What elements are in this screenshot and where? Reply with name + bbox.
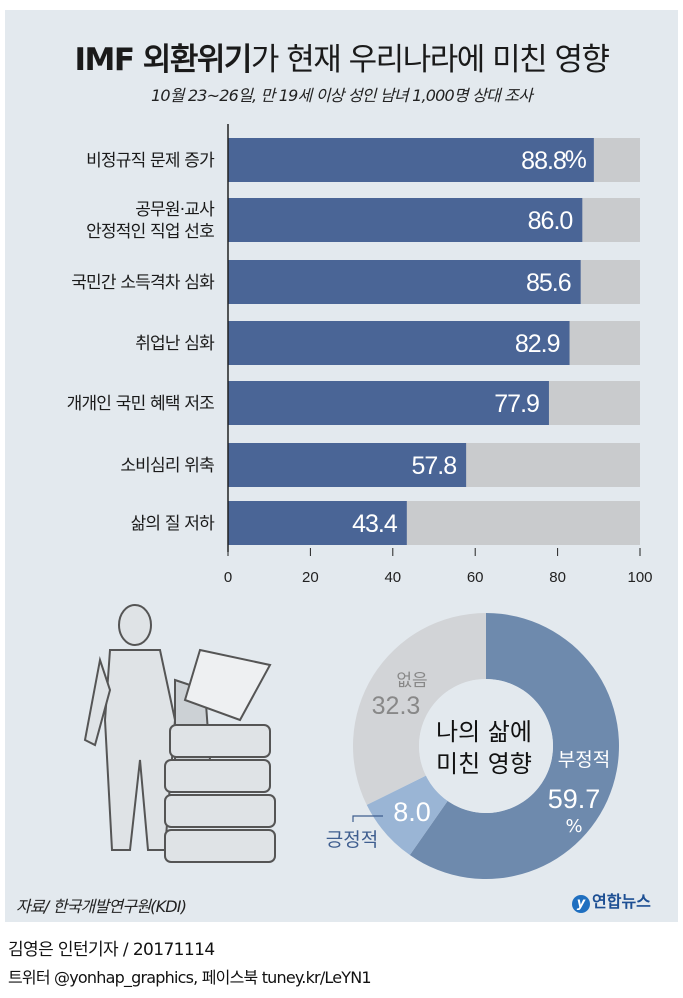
chart-subtitle: 10월 23~26일, 만 19세 이상 성인 남녀 1,000명 상대 조사 [150,86,533,105]
source-note: 자료/ 한국개발연구원(KDI) [16,897,187,916]
category-label: 소비심리 위축 [120,456,214,476]
title-rest: 가 현재 우리나라에 미친 영향 [250,42,610,78]
person-arm [83,656,112,747]
chart-title: IMF 외환위기가 현재 우리나라에 미친 영향 [0,34,683,79]
unit-label: % [565,816,582,837]
bar-value-label: 86.0 [528,207,573,235]
logo-text: 연합뉴스 [592,892,651,911]
money-stack-4 [164,829,276,863]
x-tick-label: 0 [224,569,232,586]
money-stack-2 [164,759,271,793]
businessman-money-illustration [83,604,276,863]
logo-mark-icon: y [572,895,590,913]
category-label: 취업난 심화 [135,334,215,354]
slice-label: 긍정적 [326,829,378,851]
donut-hole [419,679,553,813]
credit-line: 김영은 인턴기자 / 20171114 [8,940,215,960]
category-label: 비정규직 문제 증가 [86,151,215,171]
bar [228,443,467,487]
category-label: 국민간 소득격차 심화 [71,273,215,293]
x-tick-label: 20 [302,569,319,586]
slice-label: 부정적 [558,749,610,771]
social-line: 트위터 @yonhap_graphics, 페이스북 tuney.kr/LeYN… [8,968,372,987]
bar-value-label: 82.9 [515,330,560,358]
donut-slice [409,613,619,879]
bar-value-label: 43.4 [352,510,398,538]
money-stack-1 [169,724,271,758]
bar [228,321,570,365]
money-bill [183,648,272,722]
bar [228,381,549,425]
slice-label: 없음 [396,671,427,691]
title-bold: IMF 외환위기 [74,42,252,78]
slice-value: 32.3 [372,692,421,720]
bar [228,260,581,304]
category-label: 삶의 질 저하 [131,514,216,534]
slice-value: 59.7 [548,784,601,814]
donut-center-label: 미친 영향 [436,750,532,778]
bar-value-label: 77.9 [494,390,539,418]
person-head [118,604,152,646]
leader-line [352,815,383,822]
donut-slice [366,775,448,856]
bar [228,198,583,242]
x-tick-label: 80 [549,569,566,586]
x-tick-label: 40 [384,569,401,586]
bar [228,501,407,545]
person-body [103,649,177,851]
x-tick-label: 100 [627,569,652,586]
category-label: 안정적인 직업 선호 [86,222,214,242]
donut-center-label: 나의 삶에 [436,718,532,746]
x-tick-label: 60 [467,569,484,586]
slice-value: 8.0 [393,797,431,827]
category-label: 공무원·교사 [135,200,215,220]
bar-value-label: 88.8 [521,147,566,175]
category-label: 개개인 국민 혜택 저조 [67,394,215,414]
unit-label: % [565,146,587,174]
money-stack-3 [164,794,276,828]
donut-slice [352,613,486,805]
bar-value-label: 85.6 [526,269,571,297]
bar-value-label: 57.8 [411,452,456,480]
yonhap-logo: y 연합뉴스 [572,888,651,913]
bar [228,138,594,182]
